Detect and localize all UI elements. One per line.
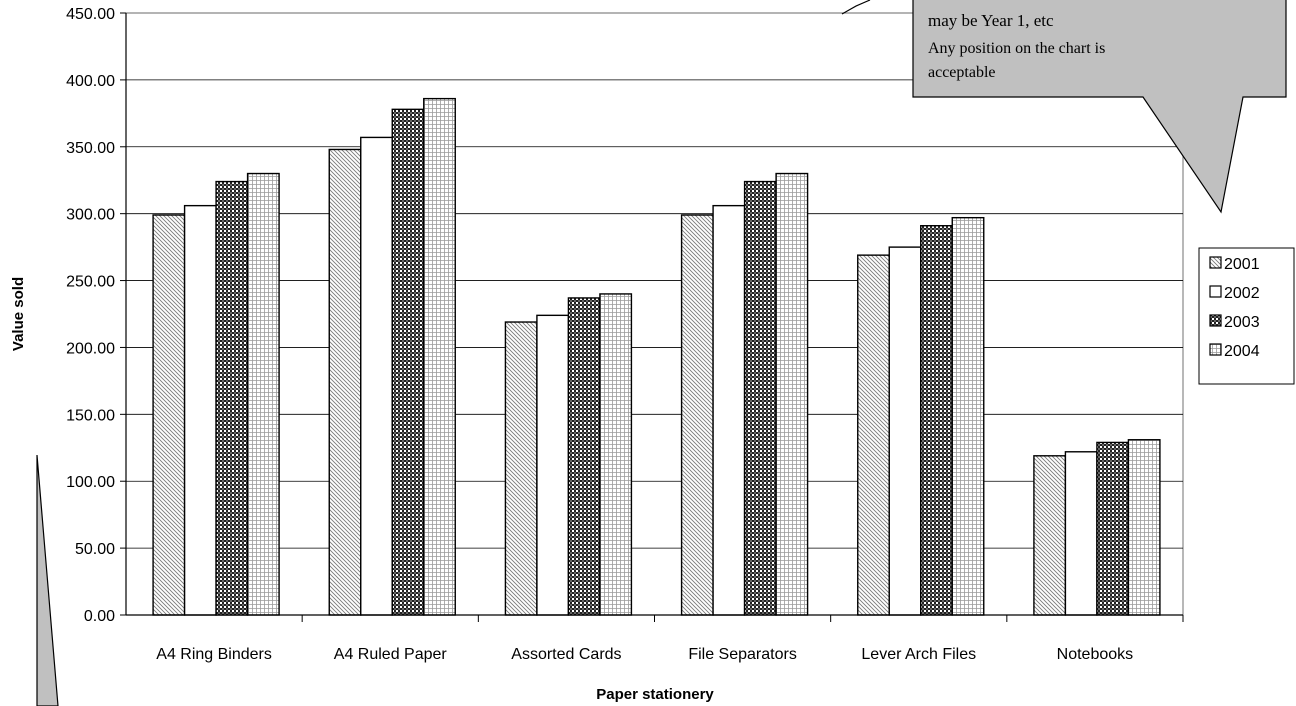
- bars: [152, 97, 1161, 616]
- bar-2001: [1033, 455, 1067, 616]
- bar-2002: [712, 204, 746, 616]
- legend-swatch-2004: [1209, 343, 1222, 356]
- x-category-label: File Separators: [688, 646, 797, 663]
- bar-2003: [1096, 441, 1130, 616]
- y-tick-label: 50.00: [75, 541, 115, 558]
- bar-2003: [215, 180, 249, 616]
- bar-2001: [857, 254, 890, 616]
- callout-tail-bottom-left: [36, 454, 59, 706]
- legend: 2001 2002 2003 2004: [1198, 247, 1295, 385]
- bar-2001: [680, 214, 714, 616]
- legend-swatch-2001: [1209, 256, 1222, 269]
- bar-2004: [951, 216, 985, 616]
- bar-2004: [1127, 439, 1161, 616]
- y-tick-label: 300.00: [66, 207, 115, 224]
- bar-2003: [920, 225, 953, 616]
- y-tick-label: 200.00: [66, 340, 115, 357]
- y-tick-label: 350.00: [66, 140, 115, 157]
- bar-2004: [246, 172, 280, 616]
- callout-pointer-top-left: [841, 0, 871, 15]
- callout-line-1: may be Year 1, etc: [928, 11, 1054, 30]
- x-category-label: Notebooks: [1057, 646, 1134, 663]
- legend-label-2002: 2002: [1224, 285, 1260, 302]
- x-category-label: A4 Ruled Paper: [334, 646, 448, 663]
- y-tick-label: 250.00: [66, 274, 115, 291]
- y-tick-label: 100.00: [66, 474, 115, 491]
- bar-2003: [567, 297, 601, 616]
- x-category-label: A4 Ring Binders: [156, 646, 272, 663]
- legend-label-2003: 2003: [1224, 314, 1260, 331]
- x-category-label: Lever Arch Files: [861, 646, 976, 663]
- bar-2003: [391, 108, 425, 616]
- bar-2001: [504, 321, 538, 616]
- bar-2002: [888, 246, 922, 616]
- bar-2004: [599, 293, 633, 616]
- bar-2002: [1064, 451, 1098, 616]
- bar-2002: [183, 204, 217, 616]
- legend-label-2004: 2004: [1224, 343, 1260, 360]
- y-tick-labels: 0.00 50.00 100.00 150.00 200.00 250.00 300.00 3…: [66, 6, 115, 625]
- axes: [120, 12, 1184, 622]
- bar-2001: [328, 148, 362, 616]
- bar-2002: [536, 314, 570, 616]
- x-axis-title: Paper stationery: [596, 686, 714, 703]
- bar-2004: [775, 172, 809, 616]
- legend-swatch-2003: [1209, 314, 1222, 327]
- y-tick-label: 0.00: [84, 608, 115, 625]
- bar-2003: [743, 180, 777, 616]
- bar-2002: [360, 136, 393, 616]
- legend-swatch-2002: [1209, 285, 1222, 298]
- callout-shape: [912, 0, 1287, 214]
- plot-area: 0.00 50.00 100.00 150.00 200.00 250.00 300.00 3…: [66, 6, 1184, 663]
- legend-label-2001: 2001: [1224, 256, 1260, 273]
- bar-2001: [152, 214, 186, 616]
- y-tick-label: 400.00: [66, 73, 115, 90]
- callout-line-3: acceptable: [928, 64, 996, 81]
- gridlines: [126, 12, 1184, 615]
- x-category-label: Assorted Cards: [511, 646, 621, 663]
- bar-2004: [423, 97, 456, 616]
- callout-top-right: may be Year 1, etc Any position on the c…: [841, 0, 1287, 214]
- y-tick-label: 150.00: [66, 407, 115, 424]
- x-category-labels: A4 Ring Binders A4 Ruled Paper Assorted Ca…: [156, 646, 1133, 663]
- callout-line-2: Any position on the chart is: [928, 40, 1105, 57]
- y-tick-label: 450.00: [66, 6, 115, 23]
- y-axis-title: Value sold: [10, 277, 27, 351]
